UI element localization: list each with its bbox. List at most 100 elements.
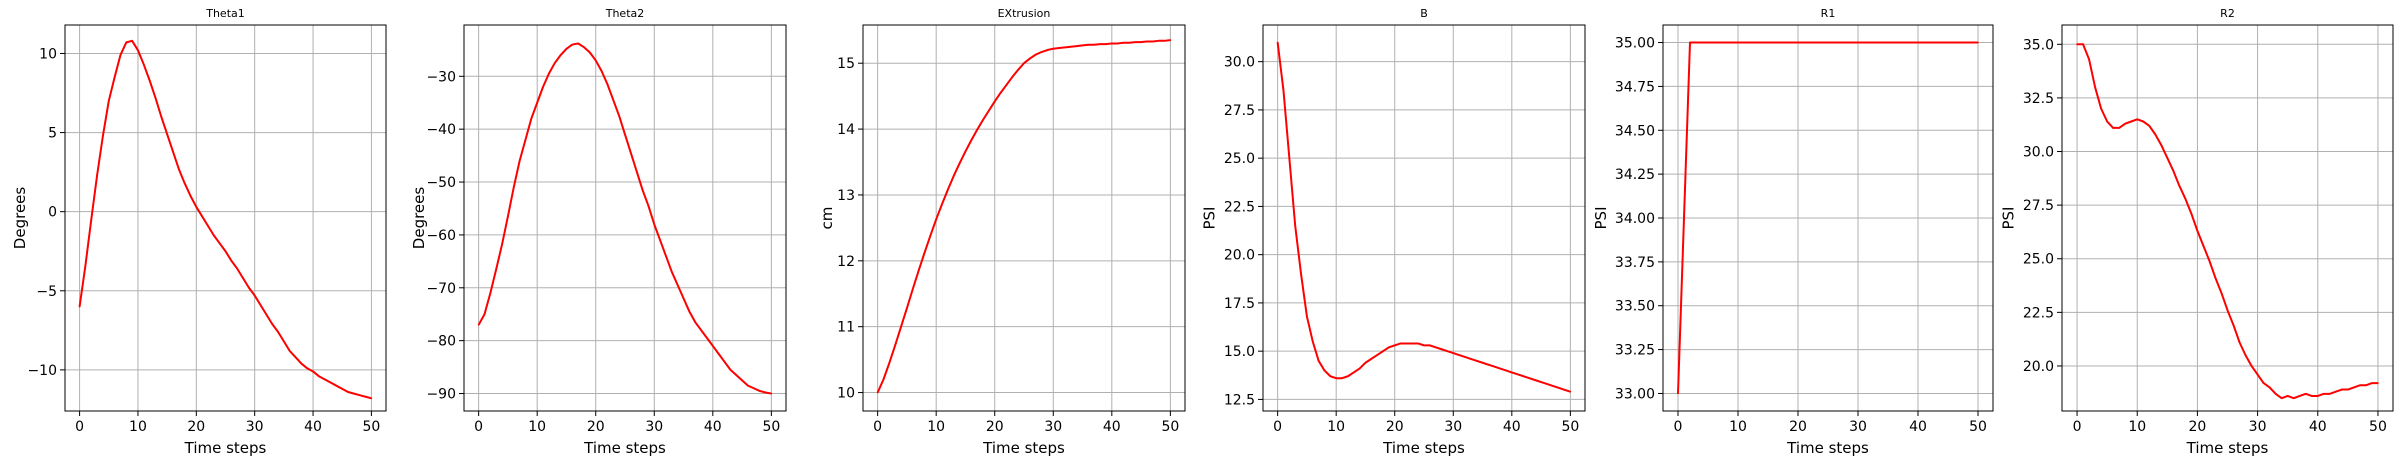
data-point — [1540, 381, 1542, 383]
y-tick-label: 27.5 — [2023, 198, 2054, 214]
data-point — [712, 345, 714, 347]
data-point — [1358, 367, 1361, 370]
x-axis-label: Time steps — [583, 439, 666, 457]
data-point — [1017, 68, 1019, 71]
data-point — [929, 234, 932, 237]
data-point — [2341, 388, 2343, 391]
data-point — [1440, 348, 1443, 351]
x-tick-label: 40 — [1909, 419, 1927, 435]
data-point — [1458, 354, 1460, 356]
x-tick-label: 30 — [2249, 419, 2267, 435]
x-tick-label: 10 — [129, 419, 147, 435]
data-point — [1064, 46, 1066, 49]
data-point — [671, 271, 673, 273]
data-point — [253, 294, 256, 297]
x-tick-label: 40 — [2309, 419, 2327, 435]
series-line — [2077, 43, 2378, 400]
data-point — [96, 174, 98, 177]
grid-lines — [2062, 25, 2393, 411]
data-point — [125, 41, 128, 44]
x-tick-label: 50 — [1969, 419, 1987, 435]
data-point — [2124, 122, 2126, 125]
x-tick-label: 50 — [1561, 419, 1579, 435]
data-point — [1087, 43, 1090, 46]
data-point — [600, 70, 603, 72]
grid-lines — [65, 25, 386, 411]
data-point — [2250, 365, 2253, 367]
data-point — [283, 340, 285, 343]
data-point — [706, 337, 708, 339]
data-point — [306, 367, 309, 370]
x-tick-label: 10 — [1327, 419, 1345, 435]
grid-lines — [464, 25, 786, 411]
y-tick-label: −90 — [426, 387, 456, 403]
data-point — [682, 297, 685, 300]
data-point — [1464, 356, 1466, 358]
data-point — [589, 51, 591, 54]
data-point — [906, 307, 908, 310]
data-point — [1347, 375, 1349, 378]
y-tick-label: 35.0 — [2023, 37, 2054, 53]
data-point — [1493, 365, 1496, 368]
data-point — [1075, 45, 1078, 47]
data-point — [102, 134, 104, 137]
data-point — [2322, 393, 2325, 395]
data-point — [735, 374, 738, 376]
axes-frame — [1262, 24, 1586, 412]
y-tick-label: 15 — [837, 56, 855, 72]
data-point — [78, 305, 81, 308]
y-tick-label: 10 — [39, 46, 57, 62]
data-point — [1329, 375, 1332, 378]
data-point — [166, 133, 168, 135]
data-point — [512, 186, 515, 189]
x-tick-label: 40 — [1503, 419, 1521, 435]
data-point — [1364, 361, 1367, 364]
chart-title: Theta1 — [205, 7, 245, 20]
data-point — [753, 387, 755, 390]
data-point — [958, 162, 961, 165]
data-point — [2256, 373, 2259, 376]
data-point — [565, 47, 568, 50]
y-tick-label: 12 — [837, 254, 855, 270]
data-point — [2377, 382, 2379, 384]
data-point — [1352, 371, 1355, 374]
data-point — [1370, 358, 1373, 360]
data-point — [524, 138, 527, 141]
data-point — [131, 40, 133, 42]
data-point — [218, 242, 221, 245]
data-point — [501, 243, 503, 246]
data-point — [882, 378, 885, 381]
data-point — [970, 139, 973, 142]
series-line — [1276, 42, 1571, 393]
x-tick-label: 10 — [927, 419, 945, 435]
data-point — [1081, 44, 1084, 47]
data-point — [90, 218, 93, 221]
y-tick-label: −80 — [426, 334, 456, 350]
data-point — [2268, 386, 2271, 389]
data-point — [1306, 315, 1308, 318]
x-tick-label: 30 — [1444, 419, 1462, 435]
x-tick-label: 20 — [1386, 419, 1404, 435]
data-point — [1140, 41, 1142, 43]
data-point — [2166, 157, 2169, 159]
data-point — [154, 96, 157, 99]
y-axis-ticks: 12.5 15.0 17.5 20.0 22.5 25.0 27.5 30.0 — [1224, 55, 1263, 408]
y-tick-label: −40 — [426, 122, 456, 138]
x-axis-ticks: 0 10 20 30 40 50 — [474, 411, 780, 435]
data-point — [618, 115, 620, 117]
data-point — [318, 375, 320, 377]
y-tick-label: 10 — [837, 386, 855, 402]
data-point — [2148, 124, 2151, 127]
data-point — [2347, 388, 2349, 391]
data-point — [1116, 42, 1119, 45]
y-axis-label: cm — [818, 207, 836, 230]
data-point — [335, 384, 338, 387]
data-point — [876, 391, 879, 394]
data-point — [583, 46, 585, 49]
data-point — [952, 175, 955, 177]
grid-lines — [1263, 25, 1585, 411]
x-tick-label: 0 — [2073, 419, 2082, 435]
data-point — [1522, 375, 1525, 378]
data-point — [2244, 354, 2247, 357]
